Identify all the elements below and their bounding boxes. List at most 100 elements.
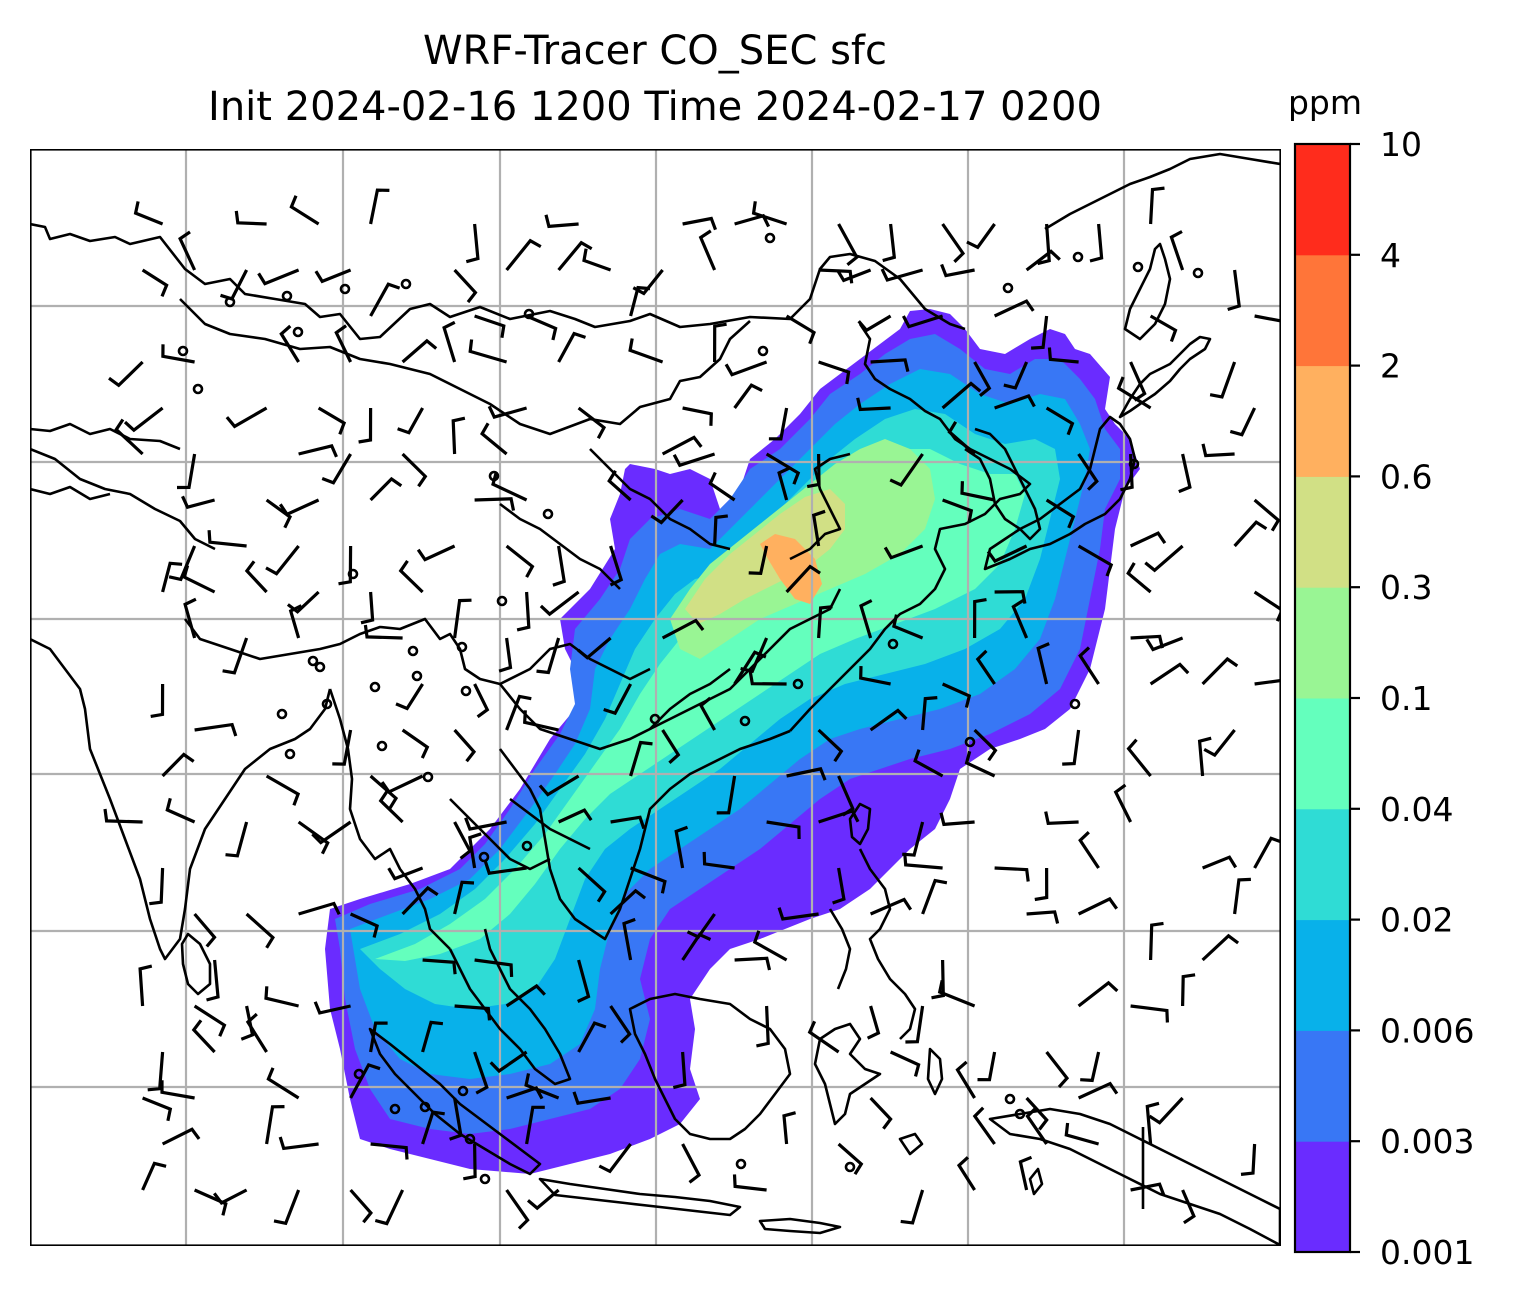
wind-barb: [370, 1142, 409, 1160]
wind-barb: [465, 223, 480, 264]
wind-barb: [837, 1142, 864, 1176]
wind-barb: [1181, 1189, 1196, 1225]
coastlines: [30, 152, 1280, 1245]
wind-barb: [1031, 315, 1049, 350]
wind-barb: [777, 907, 819, 921]
wind-barb: [1037, 223, 1051, 266]
wind-barb: [505, 983, 546, 1008]
wind-barb: [1126, 562, 1152, 594]
wind-barb: [964, 750, 996, 778]
wind-barb: [1229, 407, 1257, 437]
wind-barb: [682, 406, 713, 426]
wind-barb: [298, 444, 338, 458]
wind-barb: [582, 248, 612, 272]
calm-marker: [479, 1173, 491, 1185]
wind-barb: [1145, 636, 1184, 652]
colorbar-tick-label: 0.003: [1380, 1122, 1474, 1161]
colorbar-band: [1295, 476, 1350, 588]
wind-barb: [674, 825, 689, 869]
wind-barb: [279, 324, 300, 363]
wind-barb: [1178, 453, 1192, 494]
colorbar-tick-label: 0.04: [1380, 790, 1453, 829]
wind-barb: [1181, 973, 1196, 1007]
wind-barb: [785, 314, 816, 345]
wind-barb: [182, 565, 216, 594]
wind-barb: [161, 752, 195, 778]
wind-barb: [921, 878, 948, 915]
colorbar: ppm 0.001 0.003 0.006 0.02 0.04 0.1 0.3 0.6 2 4 10: [1288, 83, 1475, 1272]
wind-barb: [629, 285, 651, 317]
wind-barb: [266, 1067, 300, 1100]
wind-barb: [940, 263, 975, 278]
wind-barb: [966, 223, 996, 250]
wind-barb: [756, 1005, 770, 1048]
colorbar-band: [1295, 808, 1350, 921]
wind-barb: [505, 1189, 530, 1230]
wind-barb: [1169, 230, 1185, 271]
wind-barb: [577, 866, 607, 903]
wind-barb: [289, 195, 320, 226]
wind-barb: [449, 1097, 463, 1141]
calm-marker: [735, 1158, 747, 1170]
wind-barb: [338, 545, 353, 586]
wind-barb: [273, 1189, 301, 1226]
wind-barb: [150, 683, 165, 718]
wind-barb: [349, 1188, 373, 1224]
calm-marker: [764, 232, 776, 244]
wind-barb: [1129, 361, 1147, 402]
wind-barb: [609, 545, 624, 587]
wind-barb: [213, 1188, 248, 1205]
wind-barb: [973, 598, 987, 639]
colorbar-tick-label: 2: [1380, 347, 1401, 386]
wind-barb: [311, 820, 352, 845]
plot-title: WRF-Tracer CO_SEC sfc: [422, 28, 888, 74]
wind-barb: [505, 694, 532, 731]
wind-barb: [483, 861, 527, 875]
wind-barb: [572, 1091, 611, 1105]
wind-barb: [752, 930, 788, 962]
wind-barb: [161, 561, 183, 593]
calm-marker: [419, 1101, 431, 1113]
wind-barb: [698, 229, 717, 271]
wind-barb: [240, 1005, 255, 1041]
colorbar-tick-label: 0.1: [1380, 679, 1432, 718]
wind-barb: [138, 964, 153, 1007]
map-panel: [30, 149, 1281, 1246]
wind-barb: [1129, 531, 1167, 548]
calm-marker: [407, 645, 419, 657]
wind-barb: [1233, 520, 1268, 548]
wind-barb: [785, 564, 821, 594]
wind-barb: [716, 775, 737, 815]
wind-barb: [818, 268, 854, 284]
wind-barb: [994, 866, 1030, 882]
wind-barb: [817, 728, 844, 763]
wind-barb: [193, 1004, 227, 1037]
wind-barb: [751, 201, 788, 226]
calm-marker: [496, 595, 508, 607]
plot-subtitle: Init 2024-02-16 1200 Time 2024-02-17 020…: [208, 84, 1102, 130]
calm-marker: [1192, 267, 1204, 279]
wind-barb: [901, 314, 944, 329]
colorbar-band: [1295, 587, 1350, 699]
wind-barb: [859, 599, 873, 639]
wind-barb: [453, 880, 475, 915]
wind-barb: [222, 637, 249, 675]
wind-barb: [1080, 1051, 1101, 1083]
calm-marker: [1069, 698, 1081, 710]
wind-barbs: [103, 186, 1280, 1230]
wind-barb: [257, 268, 300, 286]
calm-marker: [347, 568, 359, 580]
wind-barb: [245, 912, 275, 949]
wind-barb: [1003, 361, 1029, 390]
wind-barb: [516, 591, 531, 632]
wind-barb: [220, 269, 249, 301]
wind-barb: [1011, 598, 1029, 639]
calm-marker: [792, 678, 804, 690]
wind-barb: [1113, 783, 1133, 823]
colorbar-tick-label: 0.3: [1380, 568, 1432, 607]
calm-marker: [460, 685, 472, 697]
wind-barb: [378, 789, 404, 824]
wind-barb: [369, 774, 399, 810]
wind-barb: [149, 867, 165, 906]
wind-barb: [244, 560, 268, 594]
